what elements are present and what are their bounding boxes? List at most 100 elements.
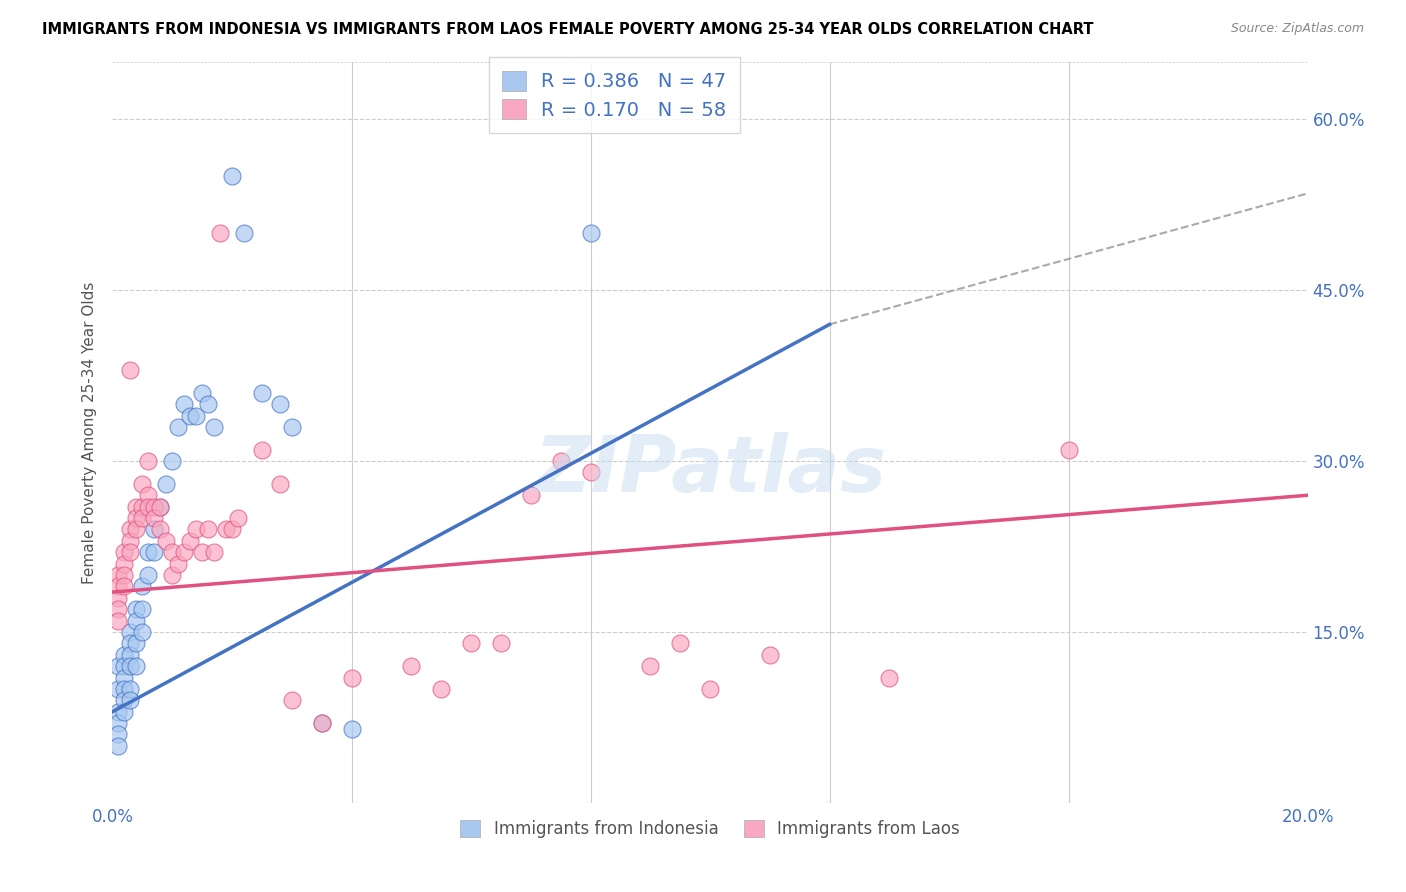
Point [699, 681, 721, 696]
Point [120, 681, 142, 696]
Point [197, 397, 219, 411]
Point [125, 602, 148, 616]
Point [340, 722, 363, 736]
Point [221, 169, 243, 184]
Point [202, 545, 225, 559]
Point [120, 533, 142, 548]
Legend: Immigrants from Indonesia, Immigrants from Laos: Immigrants from Indonesia, Immigrants fr… [453, 812, 967, 847]
Text: ZIPatlas: ZIPatlas [534, 432, 886, 508]
Text: IMMIGRANTS FROM INDONESIA VS IMMIGRANTS FROM LAOS FEMALE POVERTY AMONG 25-34 YEA: IMMIGRANTS FROM INDONESIA VS IMMIGRANTS … [42, 22, 1094, 37]
Point [107, 716, 129, 731]
Point [143, 500, 166, 514]
Point [125, 523, 148, 537]
Point [120, 636, 142, 650]
Point [138, 488, 160, 502]
Point [155, 476, 177, 491]
Y-axis label: Female Poverty Among 25-34 Year Olds: Female Poverty Among 25-34 Year Olds [82, 282, 97, 583]
Point [131, 511, 153, 525]
Point [138, 568, 160, 582]
Point [186, 409, 208, 423]
Point [215, 523, 238, 537]
Point [162, 454, 183, 468]
Point [191, 385, 214, 400]
Point [579, 466, 602, 480]
Point [155, 533, 177, 548]
Point [401, 659, 423, 673]
Point [131, 579, 153, 593]
Text: Source: ZipAtlas.com: Source: ZipAtlas.com [1230, 22, 1364, 36]
Point [250, 385, 273, 400]
Point [879, 671, 901, 685]
Point [281, 420, 304, 434]
Point [107, 602, 129, 616]
Point [167, 420, 190, 434]
Point [149, 500, 172, 514]
Point [114, 671, 135, 685]
Point [125, 659, 148, 673]
Point [120, 545, 142, 559]
Point [107, 568, 129, 582]
Point [209, 227, 232, 241]
Point [197, 523, 219, 537]
Point [107, 705, 129, 719]
Point [114, 705, 135, 719]
Point [114, 568, 135, 582]
Point [1057, 442, 1080, 457]
Point [489, 636, 512, 650]
Point [149, 500, 172, 514]
Point [114, 648, 135, 662]
Point [221, 523, 243, 537]
Point [202, 420, 225, 434]
Point [179, 409, 201, 423]
Point [669, 636, 692, 650]
Point [340, 671, 363, 685]
Point [125, 614, 148, 628]
Point [191, 545, 214, 559]
Point [143, 545, 166, 559]
Point [114, 681, 135, 696]
Point [173, 397, 195, 411]
Point [226, 511, 249, 525]
Point [460, 636, 482, 650]
Point [311, 716, 333, 731]
Point [125, 511, 148, 525]
Point [120, 693, 142, 707]
Point [233, 227, 256, 241]
Point [138, 454, 160, 468]
Point [120, 523, 142, 537]
Point [143, 523, 166, 537]
Point [131, 602, 153, 616]
Point [149, 523, 172, 537]
Point [107, 591, 129, 605]
Point [120, 648, 142, 662]
Point [550, 454, 572, 468]
Point [759, 648, 782, 662]
Point [520, 488, 543, 502]
Point [125, 636, 148, 650]
Point [250, 442, 273, 457]
Point [173, 545, 195, 559]
Point [131, 476, 153, 491]
Point [114, 659, 135, 673]
Point [311, 716, 333, 731]
Point [179, 533, 201, 548]
Point [281, 693, 304, 707]
Point [162, 568, 183, 582]
Point [120, 659, 142, 673]
Point [107, 659, 129, 673]
Point [131, 624, 153, 639]
Point [125, 500, 148, 514]
Point [114, 545, 135, 559]
Point [120, 624, 142, 639]
Point [138, 545, 160, 559]
Point [114, 693, 135, 707]
Point [579, 227, 602, 241]
Point [186, 523, 208, 537]
Point [430, 681, 453, 696]
Point [138, 500, 160, 514]
Point [143, 511, 166, 525]
Point [114, 579, 135, 593]
Point [107, 614, 129, 628]
Point [131, 500, 153, 514]
Point [114, 557, 135, 571]
